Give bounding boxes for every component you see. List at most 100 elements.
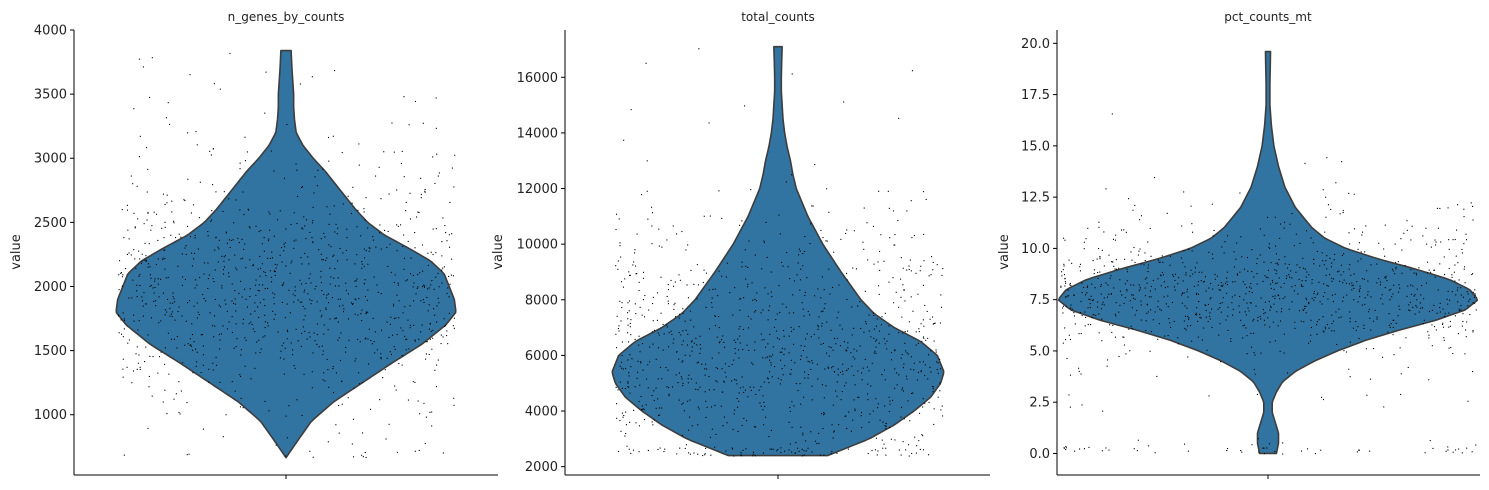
data-point [1294, 321, 1296, 323]
data-point [861, 412, 863, 414]
data-point [187, 178, 189, 180]
data-point [1203, 281, 1205, 283]
data-point [1113, 265, 1115, 267]
data-point [617, 389, 619, 391]
data-point [885, 454, 887, 456]
data-point [367, 311, 369, 313]
data-point [779, 383, 781, 385]
data-point [873, 352, 875, 354]
data-point [1472, 291, 1474, 293]
data-point [1461, 252, 1463, 254]
data-point [239, 162, 241, 164]
data-point [244, 288, 246, 290]
data-point [259, 255, 261, 257]
data-point [139, 135, 141, 137]
data-point [145, 303, 147, 305]
data-point [1246, 257, 1248, 259]
data-point [1227, 235, 1229, 237]
data-point [191, 265, 193, 267]
data-point [847, 368, 849, 370]
data-point [1214, 274, 1216, 276]
data-point [317, 169, 319, 171]
data-point [620, 256, 622, 258]
data-point [143, 292, 145, 294]
data-point [652, 320, 654, 322]
data-point [297, 195, 299, 197]
data-point [798, 254, 800, 256]
data-point [337, 321, 339, 323]
data-point [431, 411, 433, 413]
data-point [1430, 246, 1432, 248]
data-point [157, 239, 159, 241]
data-point [323, 294, 325, 296]
data-point [1349, 311, 1351, 313]
data-point [284, 317, 286, 319]
data-point [894, 439, 896, 441]
data-point [131, 297, 133, 299]
data-point [766, 377, 768, 379]
data-point [1475, 309, 1477, 311]
data-point [836, 381, 838, 383]
data-point [1083, 286, 1085, 288]
data-point [640, 362, 642, 364]
data-point [264, 112, 266, 114]
data-point [724, 346, 726, 348]
data-point [409, 192, 411, 194]
data-point [391, 122, 393, 124]
data-point [1376, 263, 1378, 265]
y-tick-label: 2000 [34, 280, 67, 295]
data-point [1269, 326, 1271, 328]
data-point [1466, 321, 1468, 323]
data-point [1398, 291, 1400, 293]
data-point [1399, 308, 1401, 310]
data-point [181, 284, 183, 286]
data-point [878, 190, 880, 192]
data-point [170, 313, 172, 315]
data-point [369, 247, 371, 249]
data-point [1244, 283, 1246, 285]
data-point [898, 374, 900, 376]
data-point [403, 234, 405, 236]
data-point [437, 359, 439, 361]
data-point [1398, 284, 1400, 286]
data-point [218, 333, 220, 335]
data-point [273, 303, 275, 305]
data-point [166, 194, 168, 196]
data-point [273, 170, 275, 172]
data-point [146, 147, 148, 149]
data-point [906, 352, 908, 354]
data-point [1241, 451, 1243, 453]
data-point [781, 347, 783, 349]
data-point [1205, 305, 1207, 307]
data-point [189, 300, 191, 302]
data-point [1061, 271, 1063, 273]
data-point [821, 325, 823, 327]
data-point [910, 368, 912, 370]
data-point [883, 338, 885, 340]
data-point [1065, 282, 1067, 284]
data-point [380, 198, 382, 200]
data-point [673, 338, 675, 340]
data-point [213, 336, 215, 338]
data-point [1191, 340, 1193, 342]
data-point [1107, 284, 1109, 286]
data-point [898, 449, 900, 451]
data-point [1291, 213, 1293, 215]
data-point [797, 447, 799, 449]
data-point [1321, 252, 1323, 254]
data-point [118, 332, 120, 334]
data-point [745, 448, 747, 450]
data-point [1352, 327, 1354, 329]
data-point [1203, 327, 1205, 329]
data-point [413, 324, 415, 326]
data-point [1457, 301, 1459, 303]
data-point [900, 278, 902, 280]
data-point [793, 280, 795, 282]
data-point [817, 288, 819, 290]
data-point [347, 318, 349, 320]
data-point [819, 454, 821, 456]
data-point [829, 293, 831, 295]
data-point [427, 264, 429, 266]
data-point [1138, 284, 1140, 286]
data-point [799, 250, 801, 252]
